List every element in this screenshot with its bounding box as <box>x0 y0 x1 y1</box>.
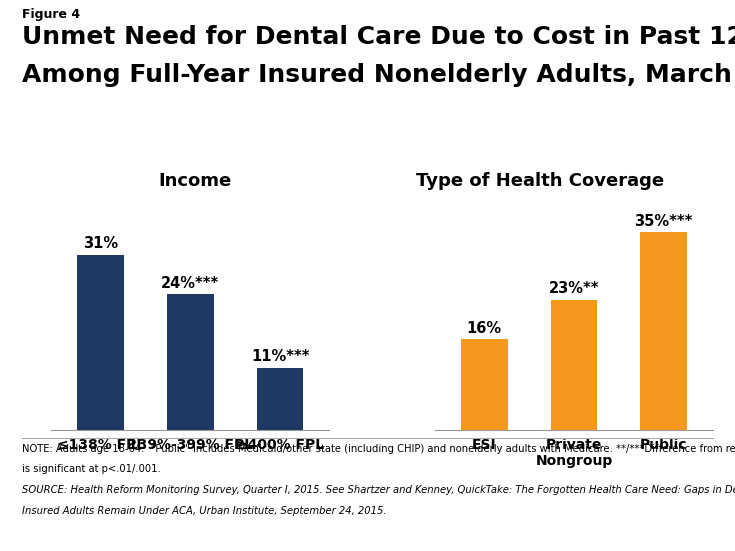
Bar <box>257 368 304 430</box>
Text: Among Full-Year Insured Nonelderly Adults, March 2015: Among Full-Year Insured Nonelderly Adult… <box>22 63 735 88</box>
Text: Unmet Need for Dental Care Due to Cost in Past 12 Months: Unmet Need for Dental Care Due to Cost i… <box>22 25 735 49</box>
Text: 11%***: 11%*** <box>251 349 309 364</box>
Bar <box>640 232 687 430</box>
Text: Figure 4: Figure 4 <box>22 8 80 21</box>
Text: Insured Adults Remain Under ACA, Urban Institute, September 24, 2015.: Insured Adults Remain Under ACA, Urban I… <box>22 506 387 516</box>
Text: FOUNDATION: FOUNDATION <box>617 529 680 538</box>
Text: Income: Income <box>158 172 232 190</box>
Text: KAISER: KAISER <box>620 494 677 508</box>
Text: Type of Health Coverage: Type of Health Coverage <box>416 172 664 190</box>
Bar <box>167 294 214 430</box>
Text: 24%***: 24%*** <box>161 276 220 291</box>
Text: SOURCE: Health Reform Monitoring Survey, Quarter I, 2015. See Shartzer and Kenne: SOURCE: Health Reform Monitoring Survey,… <box>22 485 735 495</box>
Text: 16%: 16% <box>467 321 502 336</box>
Text: 35%***: 35%*** <box>634 214 693 229</box>
Bar <box>77 255 124 430</box>
Text: FAMILY: FAMILY <box>622 510 675 524</box>
Text: THE HENRY J.: THE HENRY J. <box>628 482 670 487</box>
Text: is significant at p<.01/.001.: is significant at p<.01/.001. <box>22 464 161 474</box>
Bar <box>551 300 598 430</box>
Text: 31%: 31% <box>83 236 118 251</box>
Text: NOTE: Adults age 18-64.  "Public" includes Medicaid/other state (including CHIP): NOTE: Adults age 18-64. "Public" include… <box>22 444 735 453</box>
Text: 23%**: 23%** <box>549 282 599 296</box>
Bar <box>461 339 508 430</box>
